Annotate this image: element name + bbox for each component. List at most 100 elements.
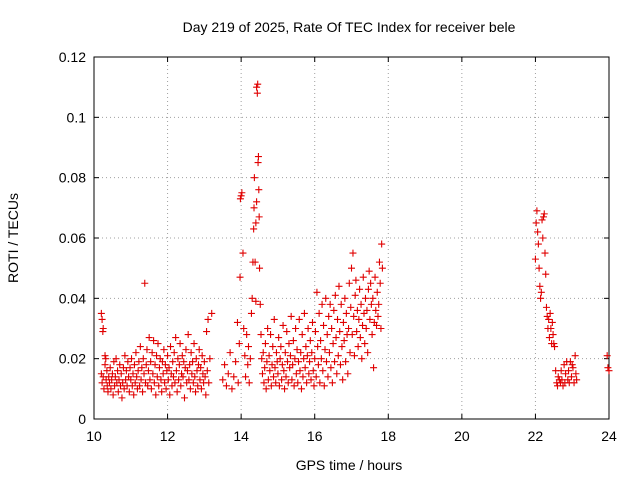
data-point <box>360 309 368 317</box>
data-point <box>274 370 282 378</box>
data-point <box>268 361 276 369</box>
plot-frame <box>93 56 610 420</box>
data-point <box>299 373 307 381</box>
data-point <box>280 367 288 375</box>
data-point <box>144 367 152 375</box>
data-point <box>129 370 137 378</box>
data-point <box>226 349 234 357</box>
data-point <box>372 306 380 314</box>
data-point <box>275 382 283 390</box>
data-point <box>183 367 191 375</box>
data-point <box>295 315 303 323</box>
data-point <box>164 352 172 360</box>
data-point <box>317 337 325 345</box>
data-point <box>253 83 261 91</box>
data-point <box>174 355 182 363</box>
data-point <box>314 361 322 369</box>
data-point <box>361 294 369 302</box>
data-point <box>232 358 240 366</box>
data-point <box>359 273 367 281</box>
data-point <box>124 358 132 366</box>
data-point <box>277 343 285 351</box>
data-point <box>202 391 210 399</box>
data-point <box>160 346 168 354</box>
data-point <box>376 279 384 287</box>
data-point <box>130 391 138 399</box>
data-point <box>180 358 188 366</box>
y-tick-label: 0.06 <box>59 230 86 246</box>
data-point <box>337 300 345 308</box>
data-point <box>310 382 318 390</box>
data-point <box>255 186 263 194</box>
data-point <box>150 379 158 387</box>
data-point <box>204 315 212 323</box>
data-point <box>284 379 292 387</box>
data-point <box>297 385 305 393</box>
data-point <box>315 309 323 317</box>
data-point <box>247 309 255 317</box>
data-point <box>305 370 313 378</box>
x-tick-label: 16 <box>307 428 323 444</box>
data-point <box>119 364 127 372</box>
data-point <box>373 321 381 329</box>
data-point <box>138 364 146 372</box>
data-point <box>536 282 544 290</box>
data-point <box>316 379 324 387</box>
data-point <box>281 385 289 393</box>
data-point <box>256 264 264 272</box>
data-point <box>368 331 376 339</box>
data-point <box>136 343 144 351</box>
data-point <box>291 355 299 363</box>
data-point <box>192 388 200 396</box>
data-point <box>531 255 539 263</box>
data-point <box>109 391 117 399</box>
data-point <box>250 225 258 233</box>
data-point <box>127 376 135 384</box>
data-point <box>164 376 172 384</box>
data-point <box>539 234 547 242</box>
data-point <box>290 382 298 390</box>
data-point <box>350 312 358 320</box>
data-point <box>558 376 566 384</box>
data-point <box>364 349 372 357</box>
data-point <box>566 358 574 366</box>
data-point <box>604 364 612 372</box>
data-point <box>244 361 252 369</box>
y-tick-label: 0.02 <box>59 351 86 367</box>
data-point <box>230 373 238 381</box>
data-point <box>361 340 369 348</box>
data-point <box>168 382 176 390</box>
data-point <box>157 376 165 384</box>
data-point <box>350 352 358 360</box>
data-point <box>356 334 364 342</box>
data-point <box>289 337 297 345</box>
data-point <box>155 364 163 372</box>
data-point <box>118 394 126 402</box>
data-point <box>165 364 173 372</box>
data-point <box>178 352 186 360</box>
data-point <box>254 153 262 161</box>
data-point <box>546 309 554 317</box>
y-tick-label: 0.1 <box>67 109 87 125</box>
data-point <box>554 373 562 381</box>
data-point <box>240 325 248 332</box>
data-point <box>571 352 579 360</box>
data-point <box>263 358 271 366</box>
data-point <box>307 376 315 384</box>
data-point <box>573 376 581 384</box>
x-tick-label: 22 <box>528 428 544 444</box>
data-point <box>125 388 133 396</box>
data-point <box>158 358 166 366</box>
grid-lines <box>94 57 609 419</box>
y-axis-label: ROTI / TECUs <box>5 193 21 283</box>
data-point <box>300 309 308 317</box>
data-point <box>152 391 160 399</box>
data-point <box>369 294 377 302</box>
data-point <box>195 346 203 354</box>
data-point <box>243 331 251 339</box>
data-point <box>261 340 269 348</box>
data-point <box>188 370 196 378</box>
data-point <box>271 364 279 372</box>
data-point <box>258 370 266 378</box>
axis-ticks: 10 12 14 16 18 20 22 24 0 0.02 0.04 0.06 0.08 0.1 0.12 <box>59 49 617 444</box>
